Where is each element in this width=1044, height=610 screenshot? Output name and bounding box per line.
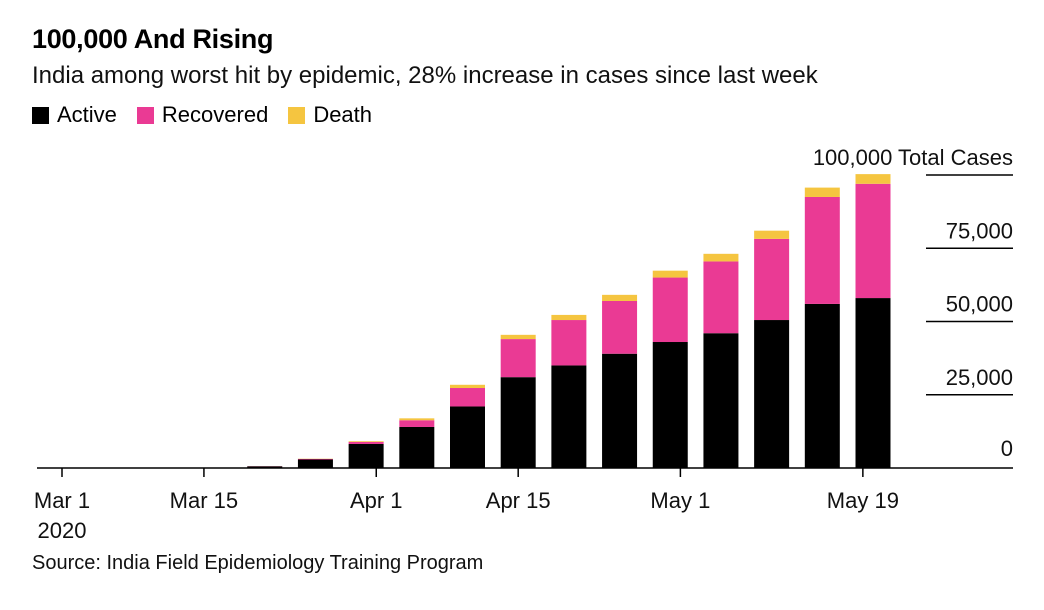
x-tick-sublabel: 2020 xyxy=(38,518,87,543)
bar-death xyxy=(348,441,384,442)
y-tick-label: 0 xyxy=(1001,436,1013,461)
bar-active xyxy=(804,303,840,468)
bar-death xyxy=(450,384,485,389)
x-tick-label: May 1 xyxy=(650,488,710,513)
bar-active xyxy=(652,342,688,468)
stacked-bar-chart: 0 25,000 50,000 75,000 100,000 Total Cases Ma… xyxy=(34,145,1013,543)
bar-recovered xyxy=(399,420,435,427)
bar-active xyxy=(500,377,536,468)
bar-death xyxy=(399,418,435,421)
bar-death xyxy=(855,174,891,184)
bar-death xyxy=(500,334,536,340)
y-tick-label: 50,000 xyxy=(946,292,1013,317)
bar-death xyxy=(652,270,688,278)
bar-active xyxy=(247,466,283,468)
bar-recovered xyxy=(297,458,333,460)
legend-label-recovered: Recovered xyxy=(161,102,269,127)
y-tick-label: 75,000 xyxy=(946,218,1013,243)
legend-swatch-death xyxy=(288,106,306,124)
legend: Active Recovered Death xyxy=(32,102,392,128)
bar-active xyxy=(703,333,739,468)
bar-active xyxy=(450,406,485,468)
chart-subtitle: India among worst hit by epidemic, 28% i… xyxy=(32,62,818,89)
source-note: Source: India Field Epidemiology Trainin… xyxy=(32,552,484,574)
bar-recovered xyxy=(754,238,790,321)
bar-death xyxy=(804,187,840,197)
x-tick-label: Mar 15 xyxy=(170,488,238,513)
bar-active xyxy=(855,298,891,468)
x-tick-label: Apr 15 xyxy=(486,488,551,513)
legend-item-death: Death xyxy=(288,102,372,128)
bar-recovered xyxy=(652,277,688,343)
bar-recovered xyxy=(551,320,587,366)
bar-recovered xyxy=(855,183,891,299)
y-tick-label: 100,000 Total Cases xyxy=(813,145,1013,170)
chart-title: 100,000 And Rising xyxy=(32,24,274,54)
bar-active xyxy=(399,426,435,468)
bar-death xyxy=(551,314,587,321)
bar-recovered xyxy=(500,339,536,378)
bar-active xyxy=(297,459,333,468)
bar-active xyxy=(348,443,384,468)
bar-recovered xyxy=(804,196,840,304)
x-tick-label: May 19 xyxy=(827,488,899,513)
bar-recovered xyxy=(703,261,739,334)
x-tick-label: Apr 1 xyxy=(350,488,403,513)
bar-death xyxy=(703,253,739,262)
bar-death xyxy=(754,230,790,239)
legend-swatch-active xyxy=(32,106,49,124)
bar-recovered xyxy=(602,300,638,354)
x-tick-label: Mar 1 xyxy=(34,488,90,513)
legend-swatch-recovered xyxy=(136,106,154,124)
bar-recovered xyxy=(450,388,485,407)
legend-item-recovered: Recovered xyxy=(136,102,269,128)
bar-death xyxy=(602,294,638,301)
bar-active xyxy=(602,353,638,468)
bar-recovered xyxy=(348,441,384,444)
y-tick-label: 25,000 xyxy=(946,365,1013,390)
bar-active xyxy=(551,365,587,468)
legend-label-death: Death xyxy=(313,102,373,127)
legend-item-active: Active xyxy=(32,102,117,128)
bar-active xyxy=(754,320,790,468)
legend-label-active: Active xyxy=(57,102,117,127)
